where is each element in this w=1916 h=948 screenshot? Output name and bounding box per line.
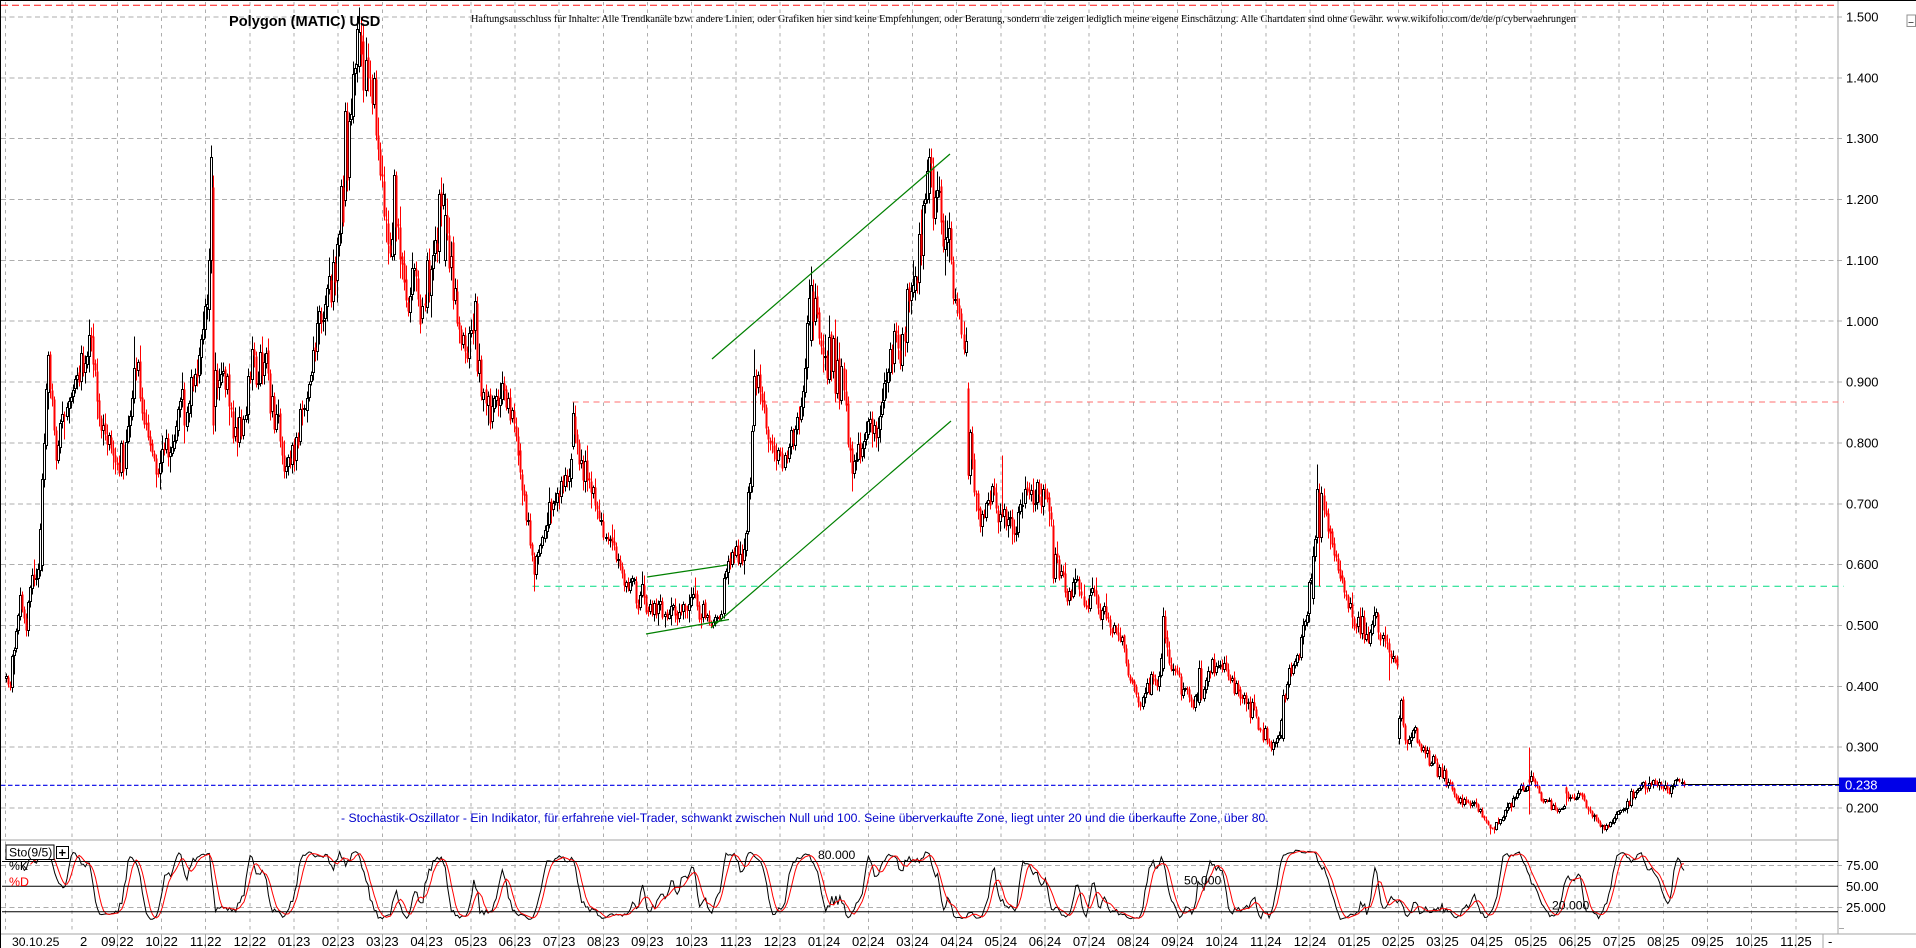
svg-text:10.24: 10.24 — [1205, 934, 1238, 948]
svg-text:50.000: 50.000 — [1184, 874, 1221, 888]
svg-text:1.000: 1.000 — [1846, 314, 1879, 329]
svg-text:11.23: 11.23 — [720, 934, 752, 948]
svg-text:04.23: 04.23 — [410, 934, 443, 948]
svg-text:06.24: 06.24 — [1029, 934, 1062, 948]
svg-text:07.23: 07.23 — [543, 934, 576, 948]
svg-text:Haftungsausschluss für Inhalte: Haftungsausschluss für Inhalte: Alle Tre… — [471, 14, 1576, 25]
svg-text:1.400: 1.400 — [1846, 70, 1879, 85]
svg-text:04.24: 04.24 — [940, 934, 973, 948]
svg-text:11.22: 11.22 — [190, 934, 222, 948]
svg-text:02.23: 02.23 — [322, 934, 355, 948]
svg-text:0.500: 0.500 — [1846, 618, 1879, 633]
svg-text:08.25: 08.25 — [1647, 934, 1680, 948]
svg-text:08.23: 08.23 — [587, 934, 620, 948]
svg-text:10.22: 10.22 — [145, 934, 178, 948]
svg-text:50.00: 50.00 — [1846, 879, 1879, 894]
svg-text:%K: %K — [9, 859, 28, 873]
svg-text:+: + — [59, 845, 67, 860]
svg-text:10.23: 10.23 — [675, 934, 708, 948]
svg-text:0.700: 0.700 — [1846, 496, 1879, 511]
svg-text:2: 2 — [80, 934, 87, 948]
svg-text:0.200: 0.200 — [1846, 801, 1879, 816]
svg-text:07.25: 07.25 — [1603, 934, 1636, 948]
svg-text:- Stochastik-Oszillator - Ein: - Stochastik-Oszillator - Ein Indikator,… — [341, 811, 1269, 825]
svg-text:03.24: 03.24 — [896, 934, 929, 948]
svg-text:12.23: 12.23 — [764, 934, 797, 948]
svg-text:02.25: 02.25 — [1382, 934, 1415, 948]
svg-text:Polygon (MATIC) USD: Polygon (MATIC) USD — [229, 14, 380, 30]
svg-text:09.25: 09.25 — [1691, 934, 1724, 948]
svg-text:75.00: 75.00 — [1846, 858, 1879, 873]
svg-text:0.600: 0.600 — [1846, 557, 1879, 572]
svg-text:-: - — [1828, 934, 1832, 948]
svg-text:%D: %D — [9, 875, 29, 889]
svg-text:1.200: 1.200 — [1846, 192, 1879, 207]
svg-text:06.25: 06.25 — [1559, 934, 1592, 948]
svg-text:30.10.25: 30.10.25 — [12, 935, 60, 948]
svg-text:05.24: 05.24 — [985, 934, 1018, 948]
svg-text:01.25: 01.25 — [1338, 934, 1371, 948]
svg-text:05.23: 05.23 — [455, 934, 488, 948]
svg-text:03.25: 03.25 — [1426, 934, 1459, 948]
svg-text:0.300: 0.300 — [1846, 740, 1879, 755]
svg-text:08.24: 08.24 — [1117, 934, 1150, 948]
svg-text:01.24: 01.24 — [808, 934, 841, 948]
svg-text:01.23: 01.23 — [278, 934, 311, 948]
svg-text:12.24: 12.24 — [1294, 934, 1327, 948]
svg-text:1.300: 1.300 — [1846, 131, 1879, 146]
svg-text:10.25: 10.25 — [1735, 934, 1768, 948]
svg-text:0.900: 0.900 — [1846, 375, 1879, 390]
svg-text:09.22: 09.22 — [101, 934, 134, 948]
svg-text:09.23: 09.23 — [631, 934, 664, 948]
svg-text:05.25: 05.25 — [1515, 934, 1548, 948]
svg-text:02.24: 02.24 — [852, 934, 885, 948]
svg-text:1.500: 1.500 — [1846, 10, 1879, 25]
svg-text:12.22: 12.22 — [234, 934, 267, 948]
svg-text:0.238: 0.238 — [1845, 778, 1878, 793]
svg-text:Sto(9/5): Sto(9/5) — [9, 846, 52, 860]
svg-text:1.100: 1.100 — [1846, 253, 1879, 268]
svg-text:07.24: 07.24 — [1073, 934, 1106, 948]
svg-text:09.24: 09.24 — [1161, 934, 1194, 948]
svg-text:25.000: 25.000 — [1846, 900, 1886, 915]
svg-text:03.23: 03.23 — [366, 934, 399, 948]
svg-text:80.000: 80.000 — [818, 848, 855, 862]
svg-text:11.25: 11.25 — [1780, 934, 1812, 948]
svg-text:11.24: 11.24 — [1250, 934, 1282, 948]
svg-text:0.800: 0.800 — [1846, 435, 1879, 450]
svg-text:20.000: 20.000 — [1552, 899, 1589, 913]
svg-text:0.400: 0.400 — [1846, 679, 1879, 694]
svg-text:04.25: 04.25 — [1470, 934, 1503, 948]
svg-text:06.23: 06.23 — [499, 934, 532, 948]
